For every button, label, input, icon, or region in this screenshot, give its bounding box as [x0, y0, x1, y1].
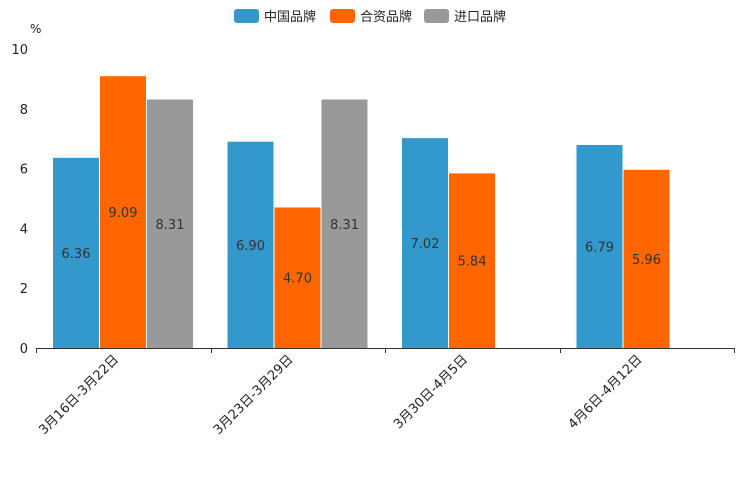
bar-3-series-2: [449, 173, 495, 348]
bar-label-1-series-2: 9.09: [109, 206, 138, 221]
bar-label-1-series-1: 6.36: [62, 247, 91, 262]
y-tick-label-2: 2: [20, 282, 28, 297]
bar-1-series-2: [100, 76, 146, 349]
legend-swatch-1[interactable]: [234, 9, 259, 23]
bar-label-2-series-3: 8.31: [330, 218, 359, 233]
x-tick-label-2: 3月23日-3月29日: [211, 352, 297, 438]
x-tick-label-4: 4月6日-4月12日: [566, 352, 646, 432]
bar-label-3-series-1: 7.02: [411, 237, 440, 252]
y-axis-unit: %: [30, 22, 41, 36]
legend-swatch-2[interactable]: [330, 9, 355, 23]
bar-2-series-1: [227, 141, 274, 348]
bar-labels: 6.36 9.09 8.31 6.90 4.70 8.31 7.02 5.84 6.79 5.96: [62, 206, 661, 287]
bar-label-4-series-1: 6.79: [585, 240, 614, 255]
bar-label-2-series-2: 4.70: [283, 272, 312, 287]
bar-4-series-1: [576, 144, 623, 348]
y-tick-label-4: 4: [20, 222, 28, 237]
x-tick-label-1: 3月16日-3月22日: [36, 352, 122, 438]
bar-label-4-series-2: 5.96: [632, 253, 661, 268]
bar-label-2-series-1: 6.90: [236, 239, 265, 254]
bar-4-series-2: [623, 169, 670, 348]
bar-label-1-series-3: 8.31: [156, 218, 185, 233]
bar-label-3-series-2: 5.84: [458, 255, 487, 270]
legend-label-3[interactable]: 进口品牌: [454, 9, 506, 25]
legend-swatch-3[interactable]: [424, 9, 449, 23]
bar-1-series-1: [53, 157, 99, 348]
y-axis: 0 2 4 6 8 10: [11, 43, 28, 357]
x-tick-label-3: 3月30日-4月5日: [391, 352, 471, 432]
bar-2-series-3: [321, 99, 368, 348]
legend-label-2[interactable]: 合资品牌: [360, 9, 412, 25]
y-tick-label-8: 8: [20, 103, 28, 118]
y-tick-label-6: 6: [20, 163, 28, 178]
legend: 中国品牌 合资品牌 进口品牌: [234, 9, 506, 25]
x-axis: 3月16日-3月22日 3月23日-3月29日 3月30日-4月5日 4月6日-4月1…: [36, 348, 735, 438]
y-tick-label-10: 10: [11, 43, 28, 58]
legend-label-1[interactable]: 中国品牌: [264, 9, 316, 25]
bars: [53, 76, 670, 349]
bar-3-series-1: [402, 138, 448, 348]
bar-2-series-2: [274, 207, 321, 348]
y-tick-label-0: 0: [20, 342, 28, 357]
bar-1-series-3: [147, 99, 193, 348]
